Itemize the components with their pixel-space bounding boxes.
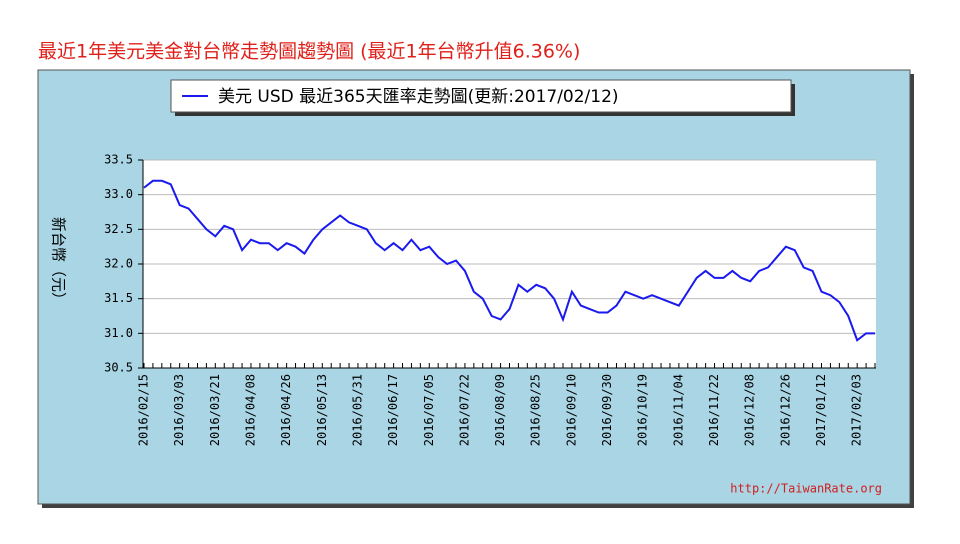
chart-title: 最近1年美元美金對台幣走勢圖趨勢圖 (最近1年台幣升值6.36%) <box>38 41 580 63</box>
x-tick-label: 2016/11/04 <box>671 374 685 446</box>
x-tick-label: 2016/06/17 <box>386 374 400 446</box>
series-line <box>143 179 875 342</box>
x-tick-label: 2016/09/10 <box>564 374 578 446</box>
y-tick-label: 30.5 <box>104 361 133 375</box>
y-tick-label: 33.0 <box>104 187 133 201</box>
x-tick-label: 2016/08/25 <box>529 374 543 446</box>
x-tick-label: 2016/12/08 <box>743 374 757 446</box>
y-axis-label: 新台幣（元） <box>50 217 68 307</box>
legend <box>170 79 792 113</box>
x-tick-label: 2016/04/26 <box>279 374 293 446</box>
y-tick-label: 31.0 <box>104 326 133 340</box>
x-tick-label: 2016/10/19 <box>636 374 650 446</box>
x-tick-label: 2016/05/31 <box>350 374 364 446</box>
x-tick-label: 2016/03/21 <box>208 374 222 446</box>
y-tick-label: 31.5 <box>104 291 133 305</box>
y-tick-label: 32.5 <box>104 222 133 236</box>
x-tick-label: 2016/08/09 <box>493 374 507 446</box>
x-tick-label: 2016/07/05 <box>422 374 436 446</box>
x-tick-label: 2016/11/22 <box>707 374 721 446</box>
x-tick-label: 2016/05/13 <box>315 374 329 446</box>
x-tick-label: 2016/02/15 <box>137 374 151 446</box>
watermark: http://TaiwanRate.org <box>730 482 882 496</box>
y-tick-label: 32.0 <box>104 257 133 271</box>
x-tick-label: 2016/09/30 <box>600 374 614 446</box>
x-tick-label: 2016/04/08 <box>243 374 257 446</box>
legend-label: 美元 USD 最近365天匯率走勢圖(更新:2017/02/12) <box>218 87 619 107</box>
y-tick-label: 33.5 <box>104 153 133 167</box>
x-tick-label: 2016/03/03 <box>172 374 186 446</box>
x-tick-label: 2016/07/22 <box>457 374 471 446</box>
x-tick-label: 2017/02/03 <box>850 374 864 446</box>
x-tick-label: 2016/12/26 <box>778 374 792 446</box>
x-tick-label: 2017/01/12 <box>814 374 828 446</box>
